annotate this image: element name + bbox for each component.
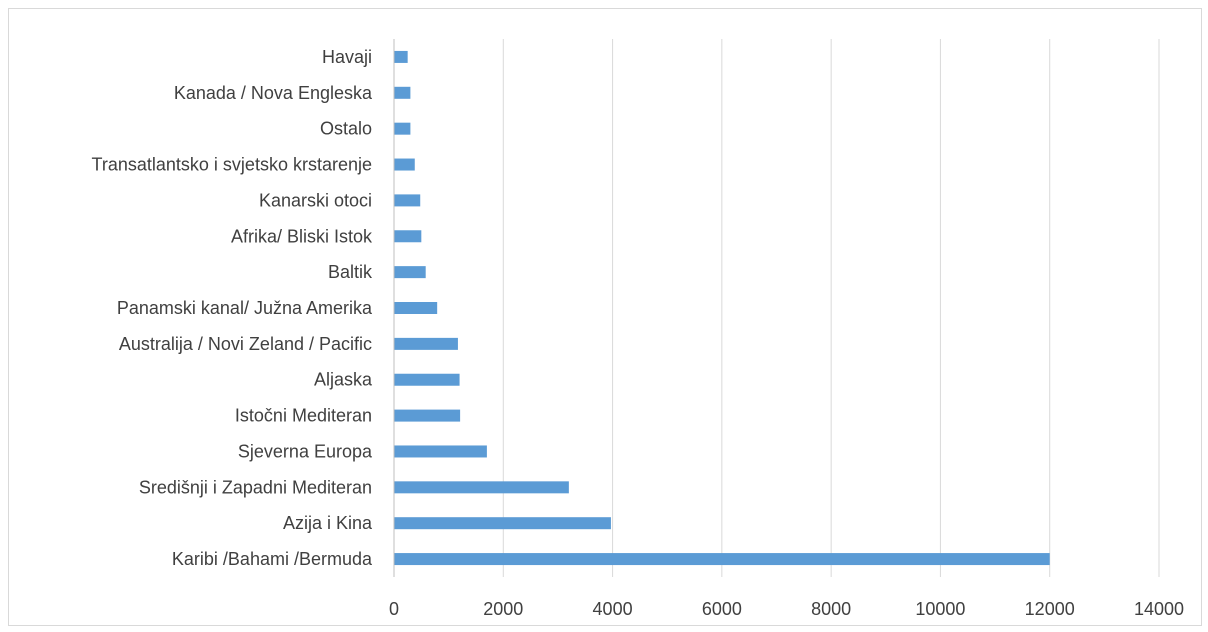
category-label: Kanarski otoci xyxy=(259,190,372,210)
category-label: Karibi /Bahami /Bermuda xyxy=(172,549,373,569)
x-tick-labels: 0 2000 4000 6000 8000 10000 12000 14000 xyxy=(389,599,1184,619)
x-tick-label: 10000 xyxy=(915,599,965,619)
bar xyxy=(394,445,487,458)
bar xyxy=(394,122,411,135)
category-label: Havaji xyxy=(322,47,372,67)
category-label: Ostalo xyxy=(320,119,372,139)
category-labels: Havaji Kanada / Nova Engleska Ostalo Transa… xyxy=(92,47,373,569)
category-label: Središnji i Zapadni Mediteran xyxy=(139,477,372,497)
x-tick-label: 8000 xyxy=(811,599,851,619)
category-label: Kanada / Nova Engleska xyxy=(174,83,373,103)
bar-chart: Havaji Kanada / Nova Engleska Ostalo Transa… xyxy=(92,39,1184,619)
category-label: Panamski kanal/ Južna Amerika xyxy=(117,298,373,318)
x-tick-label: 14000 xyxy=(1134,599,1184,619)
category-label: Azija i Kina xyxy=(283,513,373,533)
bar xyxy=(394,86,411,99)
bar xyxy=(394,517,611,530)
category-label: Transatlantsko i svjetsko krstarenje xyxy=(92,155,372,175)
bar xyxy=(394,337,458,350)
bar xyxy=(394,373,460,386)
category-label: Sjeverna Europa xyxy=(238,441,373,461)
category-label: Australija / Novi Zeland / Pacific xyxy=(119,334,372,354)
bar xyxy=(394,50,408,63)
bar xyxy=(394,230,422,243)
bar xyxy=(394,266,426,279)
bar xyxy=(394,409,461,422)
bar xyxy=(394,194,421,207)
bar xyxy=(394,481,569,494)
bars xyxy=(394,50,1050,566)
category-label: Aljaska xyxy=(314,370,373,390)
x-tick-label: 2000 xyxy=(483,599,523,619)
x-tick-label: 4000 xyxy=(593,599,633,619)
x-tick-label: 12000 xyxy=(1025,599,1075,619)
category-label: Afrika/ Bliski Istok xyxy=(231,226,373,246)
bar xyxy=(394,553,1050,566)
x-tick-label: 0 xyxy=(389,599,399,619)
x-tick-label: 6000 xyxy=(702,599,742,619)
category-label: Baltik xyxy=(328,262,373,282)
chart-area: Havaji Kanada / Nova Engleska Ostalo Transa… xyxy=(8,8,1202,626)
bar xyxy=(394,302,438,314)
category-label: Istočni Mediteran xyxy=(235,406,372,426)
gridlines xyxy=(393,39,1160,577)
bar xyxy=(394,158,415,171)
